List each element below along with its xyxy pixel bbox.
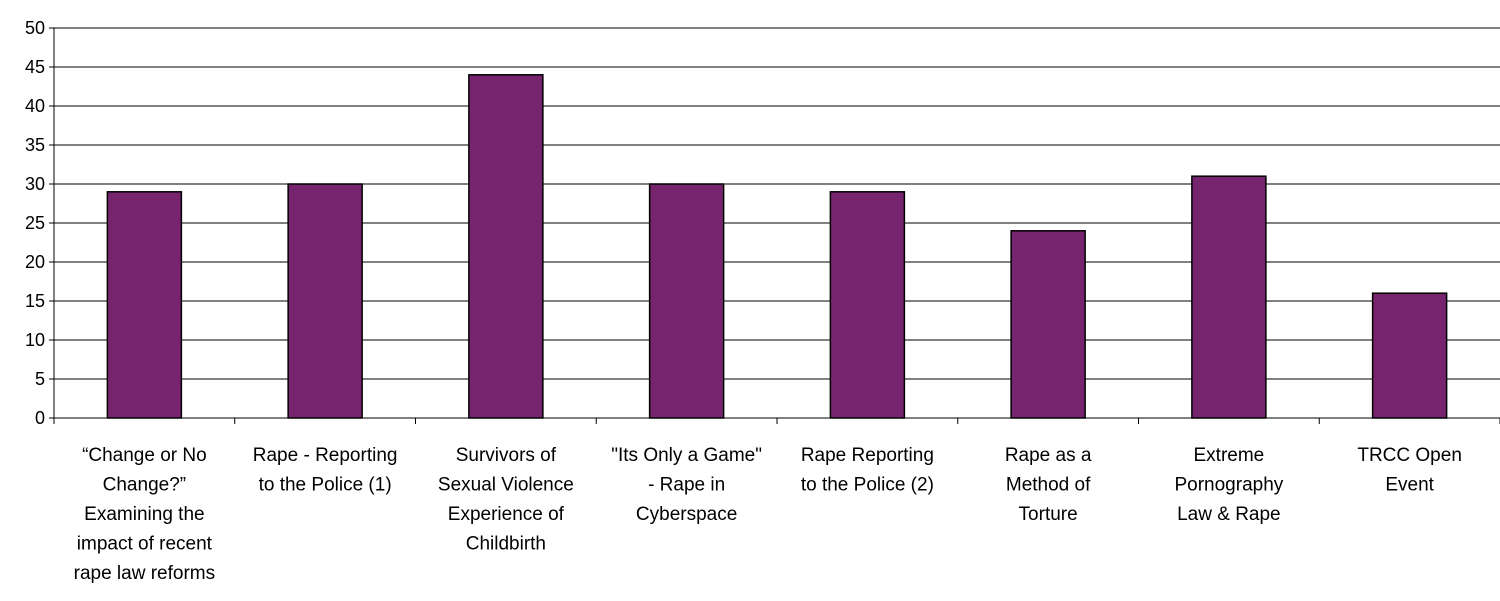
x-category-label-line: Examining the	[84, 504, 204, 525]
x-category-label-line: Change?”	[103, 475, 186, 496]
bar	[829, 191, 906, 419]
x-category-label-line: Rape as a	[1005, 445, 1092, 466]
x-category-label-line: to the Police (2)	[801, 475, 934, 496]
axes	[49, 27, 1500, 424]
bar	[1371, 292, 1448, 419]
x-category-label: “Change or No Change?” Examining the impact…	[74, 445, 216, 584]
x-category-label-line: Torture	[1019, 504, 1078, 525]
x-category-label: TRCC Open Event	[1357, 445, 1462, 496]
bar	[287, 183, 363, 419]
bar	[648, 183, 725, 419]
x-category-label-line: to the Police (1)	[259, 475, 392, 496]
x-axis-category-labels: “Change or No Change?” Examining the impact…	[74, 445, 1462, 584]
y-tick-label: 0	[35, 408, 45, 428]
x-category-label-line: Rape Reporting	[801, 445, 934, 466]
y-tick-label: 5	[35, 369, 45, 389]
bar	[1191, 175, 1267, 419]
x-category-label-line: Childbirth	[466, 534, 546, 555]
x-category-label: Rape Reporting to the Police (2)	[801, 445, 934, 496]
y-tick-label: 15	[25, 291, 45, 311]
x-category-label-line: impact of recent	[77, 534, 213, 555]
bar	[106, 191, 183, 419]
y-tick-label: 45	[25, 57, 45, 77]
x-category-label-line: Method of	[1006, 475, 1091, 496]
y-axis-tick-labels: 0 5 10 15 20 25 30 35 40 45 50	[25, 18, 45, 428]
x-category-label: "Its Only a Game" - Rape in Cyberspace	[611, 445, 762, 525]
x-category-label-line: Sexual Violence	[438, 475, 574, 496]
gridlines	[54, 27, 1500, 380]
x-category-label-line: Extreme	[1194, 445, 1265, 466]
x-category-label-line: Experience of	[448, 504, 565, 525]
x-category-label: Rape as a Method of Torture	[1005, 445, 1092, 525]
y-tick-label: 35	[25, 135, 45, 155]
x-category-label: Extreme Pornography Law & Rape	[1174, 445, 1283, 525]
x-category-label: Rape - Reporting to the Police (1)	[253, 445, 398, 496]
x-category-label-line: "Its Only a Game"	[611, 445, 762, 466]
bars	[106, 74, 1448, 419]
x-category-label-line: Cyberspace	[636, 504, 737, 525]
bar	[468, 74, 544, 419]
x-category-label-line: “Change or No	[82, 445, 207, 466]
x-category-label-line: Law & Rape	[1177, 504, 1281, 525]
x-category-label: Survivors of Sexual Violence Experience of…	[438, 445, 574, 555]
y-tick-label: 30	[25, 174, 45, 194]
x-category-label-line: Rape - Reporting	[253, 445, 398, 466]
x-category-label-line: TRCC Open	[1357, 445, 1462, 466]
y-tick-label: 40	[25, 96, 45, 116]
x-category-label-line: Event	[1385, 475, 1434, 496]
y-tick-label: 20	[25, 252, 45, 272]
x-category-label-line: Pornography	[1174, 475, 1283, 496]
x-category-label-line: rape law reforms	[74, 563, 216, 584]
y-tick-label: 50	[25, 18, 45, 38]
y-tick-label: 10	[25, 330, 45, 350]
x-category-label-line: - Rape in	[648, 475, 725, 496]
bar	[1010, 230, 1086, 419]
y-tick-label: 25	[25, 213, 45, 233]
x-category-label-line: Survivors of	[456, 445, 557, 466]
